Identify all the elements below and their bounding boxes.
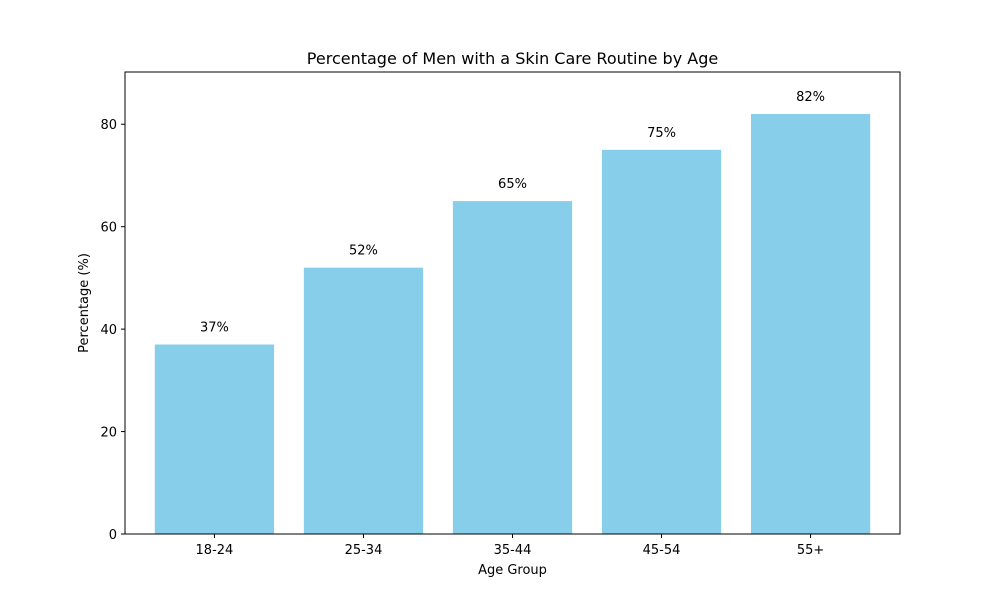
data-label-55+: 82% [796, 90, 825, 105]
x-tick-label-55+: 55+ [797, 543, 824, 558]
plot-frame [124, 71, 901, 535]
data-label-45-54: 75% [647, 126, 676, 141]
x-tick-label-45-54: 45-54 [643, 543, 681, 558]
bar-55+ [750, 114, 871, 534]
x-tick-label-35-44: 35-44 [494, 543, 532, 558]
bar-25-34 [303, 267, 424, 534]
y-axis-label: Percentage (%) [77, 253, 92, 353]
bar-35-44 [452, 201, 573, 534]
x-tick-label-18-24: 18-24 [196, 543, 234, 558]
chart-title: Percentage of Men with a Skin Care Routi… [307, 49, 718, 68]
y-tick-label-0: 0 [109, 528, 117, 543]
y-tick-label-80: 80 [100, 118, 117, 133]
y-tick-label-60: 60 [100, 221, 117, 236]
data-label-25-34: 52% [349, 244, 378, 259]
bar-45-54 [601, 149, 722, 535]
y-tick-label-40: 40 [100, 323, 117, 338]
y-tick-label-20: 20 [100, 426, 117, 441]
data-label-35-44: 65% [498, 177, 527, 192]
x-tick-label-25-34: 25-34 [345, 543, 383, 558]
bar-18-24 [154, 344, 275, 534]
bars-group: 37% 52% 65% 75% 82% [154, 90, 871, 535]
ticks-group: 18-24 25-34 35-44 45-54 55+ 0 20 40 60 80 [100, 118, 824, 558]
x-axis-label: Age Group [478, 563, 547, 578]
data-label-18-24: 37% [200, 320, 229, 335]
